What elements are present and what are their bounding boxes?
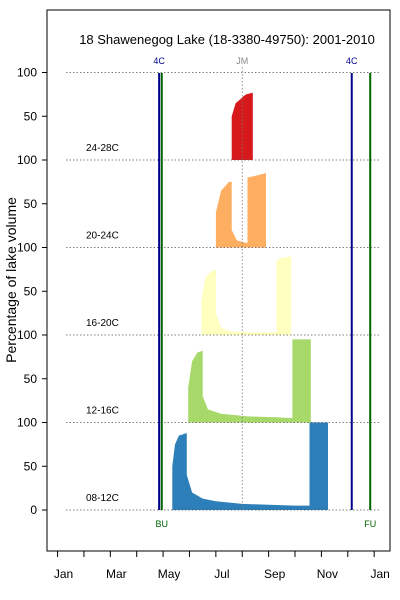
plot-frame (46, 9, 391, 552)
y-tick-label: 100 (17, 153, 37, 167)
band-24-28C-area (231, 92, 253, 160)
y-axis-label: Percentage of lake volume (3, 197, 19, 363)
y-tick-label: 50 (24, 197, 38, 211)
marker-4C-label: 4C (346, 56, 358, 66)
marker-FU-label: FU (364, 519, 376, 529)
band-08-12C-label: 08-12C (86, 493, 119, 504)
y-tick-label: 50 (24, 284, 38, 298)
x-tick-label: Sep (264, 567, 286, 581)
y-tick-label: 100 (17, 241, 37, 255)
band-20-24C-label: 20-24C (86, 231, 119, 242)
chart-title: 18 Shawenegog Lake (18-3380-49750): 2001… (79, 32, 375, 47)
y-tick-label: 50 (24, 109, 38, 123)
band-16-20C-label: 16-20C (86, 318, 119, 329)
band-20-24C-area (215, 173, 266, 248)
band-12-16C-area (188, 339, 311, 423)
y-tick-label: 50 (24, 372, 38, 386)
x-tick-label: Nov (317, 567, 338, 581)
marker-JM-label: JM (236, 56, 248, 66)
y-tick-label: 100 (17, 416, 37, 430)
x-tick-label: Jul (214, 567, 229, 581)
band-16-20C-area (201, 256, 292, 335)
band-24-28C-label: 24-28C (86, 143, 119, 154)
y-tick-label: 100 (17, 66, 37, 80)
marker-4C-label: 4C (153, 56, 165, 66)
y-tick-label: 50 (24, 459, 38, 473)
band-08-12C-area (172, 422, 328, 510)
x-tick-label: Jan (370, 567, 389, 581)
y-tick-label: 100 (17, 328, 37, 342)
marker-BU-label: BU (156, 519, 169, 529)
band-12-16C-label: 12-16C (86, 406, 119, 417)
y-tick-label: 0 (30, 503, 37, 517)
x-tick-label: Mar (106, 567, 127, 581)
x-tick-label: Jan (54, 567, 73, 581)
x-tick-label: May (158, 567, 181, 581)
